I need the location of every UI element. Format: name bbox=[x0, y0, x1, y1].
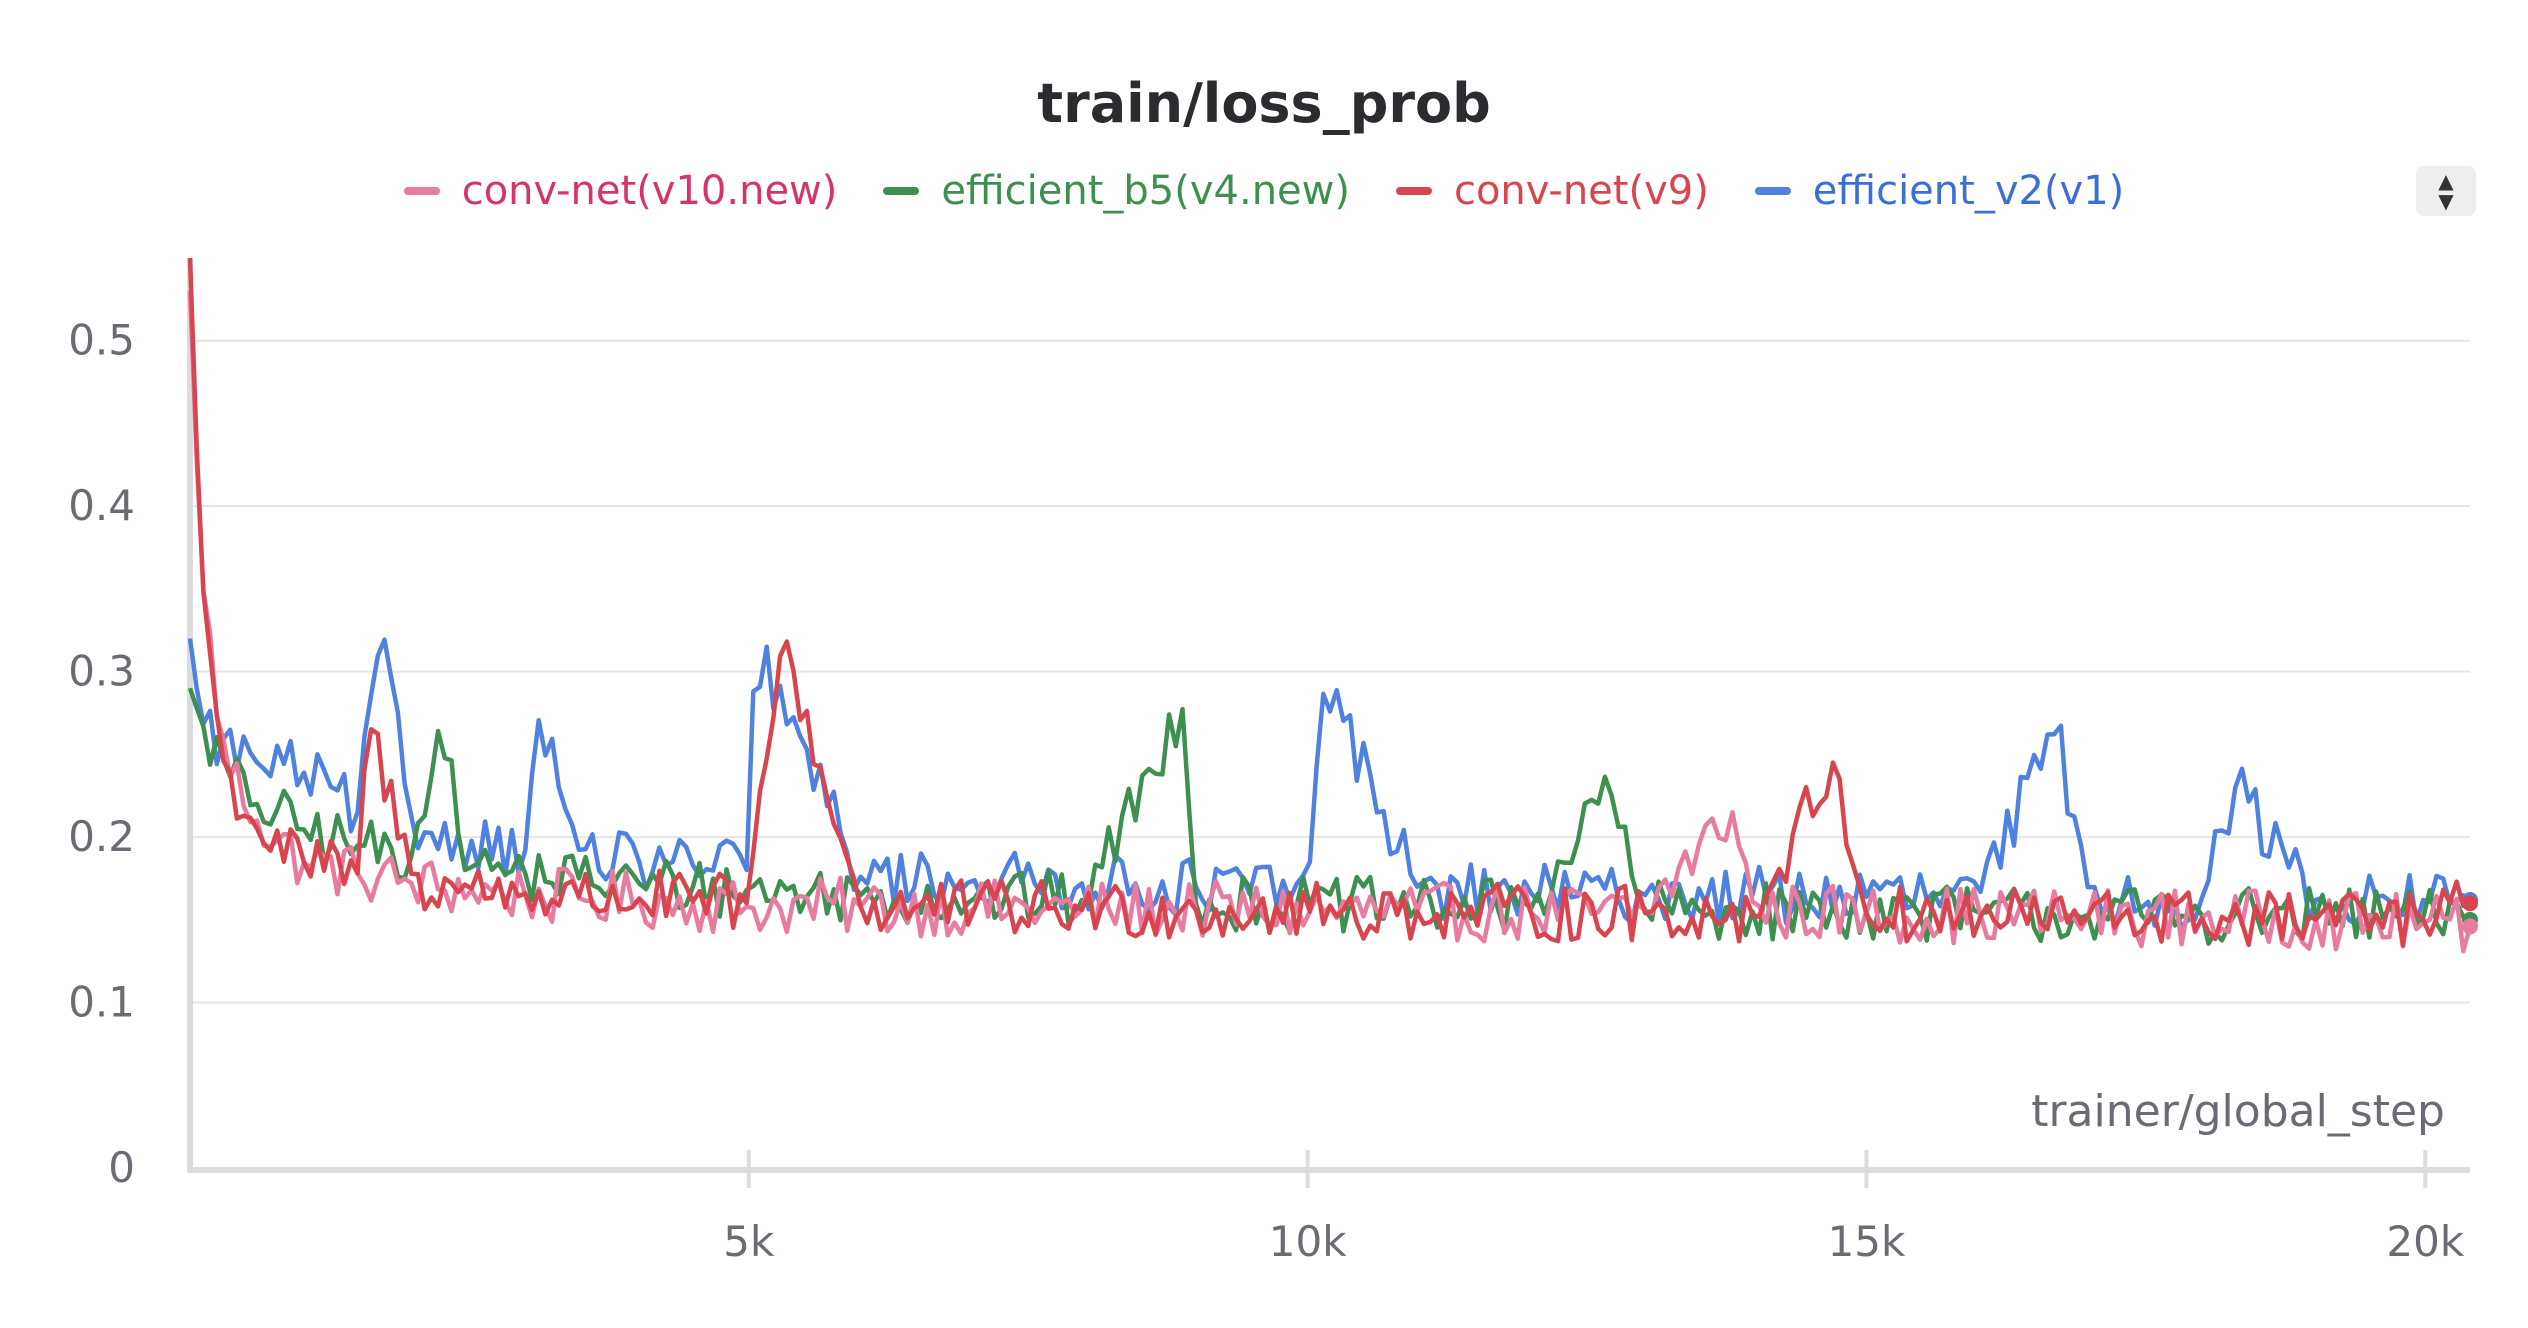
chart-title: train/loss_prob bbox=[1037, 72, 1491, 135]
caret-up-icon: ▲ bbox=[2438, 169, 2454, 193]
series-line-3 bbox=[187, 637, 2472, 929]
y-tick-label: 0.5 bbox=[68, 316, 135, 365]
x-tick-label: 5k bbox=[723, 1217, 775, 1266]
legend-label-series-2: conv-net(v9) bbox=[1453, 168, 1709, 214]
x-tick-label: 20k bbox=[2386, 1217, 2464, 1266]
legend-label-series-1: efficient_b5(v4.new) bbox=[941, 168, 1350, 214]
y-tick-label: 0.4 bbox=[68, 481, 135, 530]
legend-swatch-series-0 bbox=[403, 187, 440, 195]
x-axis-title: trainer/global_step bbox=[2031, 1086, 2445, 1137]
legend-scroll-button[interactable]: ▲ ▼ bbox=[2416, 166, 2476, 216]
y-tick-label: 0.2 bbox=[68, 812, 135, 861]
series-line-0 bbox=[187, 291, 2473, 954]
legend-label-series-3: efficient_v2(v1) bbox=[1812, 168, 2125, 214]
legend-swatch-series-1 bbox=[883, 187, 920, 195]
y-tick-label: 0.1 bbox=[68, 978, 135, 1027]
legend-swatch-series-3 bbox=[1754, 187, 1791, 195]
x-tick-label: 15k bbox=[1828, 1217, 1906, 1266]
legend-item-series-0[interactable]: conv-net(v10.new) bbox=[403, 168, 838, 214]
x-tick-label: 10k bbox=[1269, 1217, 1347, 1266]
legend-item-series-2[interactable]: conv-net(v9) bbox=[1395, 168, 1709, 214]
legend-swatch-series-2 bbox=[1395, 187, 1432, 195]
series-endpoint-2 bbox=[2462, 895, 2478, 912]
series-endpoint-0 bbox=[2462, 918, 2478, 935]
chart-legend: conv-net(v10.new) efficient_b5(v4.new) c… bbox=[0, 168, 2528, 214]
legend-label-series-0: conv-net(v10.new) bbox=[461, 168, 838, 214]
legend-item-series-1[interactable]: efficient_b5(v4.new) bbox=[883, 168, 1350, 214]
y-tick-label: 0 bbox=[108, 1143, 135, 1192]
series-line-1 bbox=[187, 687, 2471, 946]
caret-down-icon: ▼ bbox=[2438, 189, 2454, 213]
legend-item-series-3[interactable]: efficient_v2(v1) bbox=[1754, 168, 2125, 214]
series-line-2 bbox=[187, 257, 2471, 948]
y-tick-label: 0.3 bbox=[68, 647, 135, 696]
